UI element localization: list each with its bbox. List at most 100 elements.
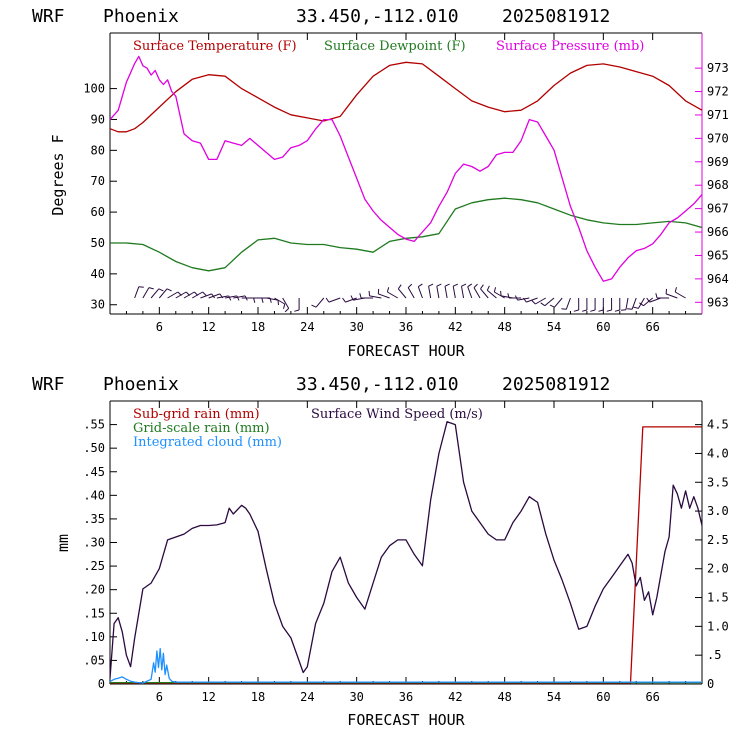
panel2-header-coords: 33.450,-112.010 xyxy=(296,374,459,395)
wind-barb-flag xyxy=(444,283,450,287)
wind-barb-shaft xyxy=(544,297,555,307)
wind-barb-flag xyxy=(283,303,286,309)
wind-barb-shaft xyxy=(369,295,382,299)
panel1-x-axis-label: FORECAST HOUR xyxy=(347,342,465,360)
wind-barb-flag xyxy=(514,295,518,301)
x-tick-label: 30 xyxy=(349,320,363,334)
wind-barb-flag xyxy=(148,287,154,290)
panel2-header-location: Phoenix xyxy=(103,374,179,395)
wind-barb xyxy=(473,283,481,299)
wind-barb-shaft xyxy=(436,286,440,299)
wind-barb-flag xyxy=(418,283,423,288)
wind-barb-shaft xyxy=(428,286,432,299)
wind-barb-flag xyxy=(531,300,536,305)
panel2-y-axis-label: mm xyxy=(54,534,72,552)
x-tick-label: 66 xyxy=(645,690,659,704)
wind-barb-flag xyxy=(633,306,639,309)
y-tick-label: .30 xyxy=(83,536,105,550)
y-tick-label: .45 xyxy=(83,465,105,479)
wind-barb xyxy=(428,283,434,299)
y-tick-label: .25 xyxy=(83,559,105,573)
wind-barb-flag xyxy=(590,309,596,312)
wind-barb-flag xyxy=(277,300,279,306)
wind-barb xyxy=(452,283,459,299)
wind-barb-shaft xyxy=(208,293,221,299)
panel2-header-init: 2025081912 xyxy=(502,374,610,395)
wind-barb-flag xyxy=(598,309,604,312)
wind-barb xyxy=(325,297,341,303)
y-tick-label: 70 xyxy=(91,174,105,188)
wind-barb xyxy=(590,297,596,312)
wind-barb-flag xyxy=(397,284,402,290)
panel2-legend-wind-speed: Surface Wind Speed (m/s) xyxy=(311,407,483,422)
wind-barb xyxy=(266,297,279,306)
y2-tick-label: 0 xyxy=(707,677,714,691)
panel1-header-init: 2025081912 xyxy=(502,6,610,27)
wind-barb-shaft xyxy=(631,297,637,310)
x-tick-label: 42 xyxy=(448,690,462,704)
wind-barb xyxy=(581,297,588,312)
panel2-legend-gridscale-rain: Grid-scale rain (mm) xyxy=(133,421,270,436)
wind-barb-flag xyxy=(386,287,390,293)
wind-barb xyxy=(407,283,415,299)
y-tick-label: 60 xyxy=(91,205,105,219)
wind-barb-flag xyxy=(342,297,346,303)
wind-barb-flag xyxy=(284,308,290,313)
wind-barb-shaft xyxy=(486,289,497,299)
panel2-axes: 6 12 18 24 30 36 42 48 54 60 66 0 .05 .10 .15 .20 .25 .30… xyxy=(83,400,729,704)
wind-barb xyxy=(158,288,172,299)
wind-barb xyxy=(397,284,407,299)
wind-barb-shaft xyxy=(200,293,212,299)
wind-barb-flag xyxy=(428,283,434,287)
wind-barb xyxy=(674,287,686,299)
wind-barb-flag xyxy=(540,302,546,307)
y-tick-label: 0 xyxy=(98,677,105,691)
y-tick-label: .20 xyxy=(83,583,105,597)
wind-barb xyxy=(522,297,538,303)
y2-tick-label: 969 xyxy=(707,155,729,169)
wind-barb-flag xyxy=(627,308,633,310)
wind-barb xyxy=(507,293,522,299)
wind-barb-flag xyxy=(549,304,555,308)
wind-barb-flag xyxy=(493,287,497,293)
x-tick-label: 18 xyxy=(251,320,265,334)
wind-barb-flag xyxy=(325,297,330,303)
y-tick-label: 100 xyxy=(83,82,105,96)
panel1-y-axis-label: Degrees F xyxy=(49,134,67,215)
wind-barb-shaft xyxy=(565,297,571,310)
y2-tick-label: 973 xyxy=(707,61,729,75)
wind-barb xyxy=(142,287,154,299)
wind-barb-shaft xyxy=(315,297,325,308)
x-tick-label: 54 xyxy=(547,320,561,334)
wind-barb-flag xyxy=(202,291,207,296)
x-tick-label: 60 xyxy=(596,320,610,334)
wind-barb-shaft xyxy=(142,287,150,299)
pressure-line xyxy=(109,55,703,282)
x-tick-label: 30 xyxy=(349,690,363,704)
y2-tick-label: 966 xyxy=(707,225,729,239)
y2-tick-label: 964 xyxy=(707,272,729,286)
wind-barb-shaft xyxy=(535,297,547,305)
wind-barb-flag xyxy=(500,290,502,296)
wind-barb xyxy=(134,286,144,299)
wind-barb xyxy=(241,297,256,303)
wind-barb xyxy=(561,297,571,310)
wind-barb-flag xyxy=(507,293,510,299)
wind-barb-flag xyxy=(467,283,473,288)
wind-barb xyxy=(514,295,530,301)
panel2-x-axis-label: FORECAST HOUR xyxy=(347,711,465,729)
wind-barb-shaft xyxy=(643,297,653,307)
wind-barb-flag xyxy=(253,297,256,303)
wind-barb xyxy=(614,297,621,312)
wind-barb-shaft xyxy=(266,297,279,301)
x-tick-label: 18 xyxy=(251,690,265,704)
y2-tick-label: 968 xyxy=(707,178,729,192)
y-tick-label: .55 xyxy=(83,418,105,432)
wind-barb xyxy=(282,297,290,313)
wind-barb-shaft xyxy=(387,291,399,299)
wind-barb-shaft xyxy=(397,288,407,299)
wind-barb-flag xyxy=(166,288,172,292)
y-tick-label: .35 xyxy=(83,512,105,526)
wind-barb-flag xyxy=(407,283,413,288)
x-tick-label: 12 xyxy=(201,690,215,704)
